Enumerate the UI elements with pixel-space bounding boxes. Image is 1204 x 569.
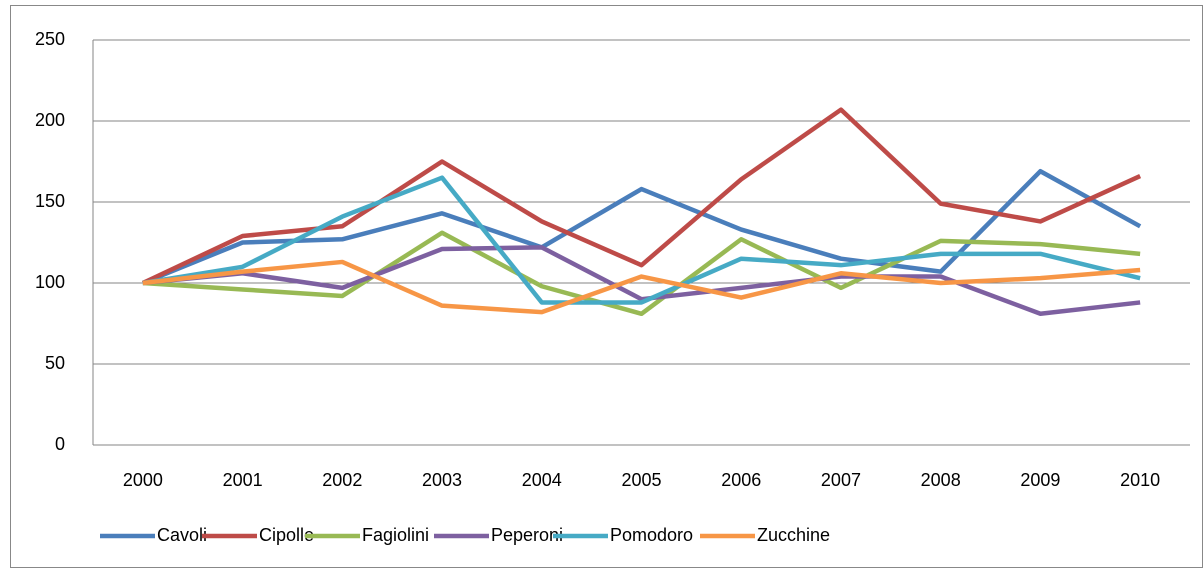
x-tick-label: 2004 <box>522 470 562 490</box>
y-tick-label: 150 <box>35 191 65 211</box>
y-tick-label: 200 <box>35 110 65 130</box>
line-series <box>142 230 1141 317</box>
y-tick-label: 100 <box>35 272 65 292</box>
line-series <box>142 259 1141 315</box>
line-series <box>142 175 1141 305</box>
x-tick-label: 2001 <box>223 470 263 490</box>
x-tick-label: 2002 <box>322 470 362 490</box>
legend-label: Zucchine <box>757 525 830 545</box>
line-series <box>142 245 1141 317</box>
legend-label: Fagiolini <box>362 525 429 545</box>
line-series <box>142 168 1142 286</box>
legend-label: Cavoli <box>157 525 207 545</box>
x-tick-label: 2006 <box>721 470 761 490</box>
y-tick-label: 0 <box>55 434 65 454</box>
x-tick-label: 2007 <box>821 470 861 490</box>
x-tick-label: 2005 <box>621 470 661 490</box>
line-series <box>141 107 1142 286</box>
x-tick-label: 2009 <box>1020 470 1060 490</box>
x-tick-label: 2008 <box>921 470 961 490</box>
legend-label: Peperoni <box>491 525 563 545</box>
legend-label: Cipolle <box>259 525 314 545</box>
x-tick-label: 2003 <box>422 470 462 490</box>
x-tick-label: 2000 <box>123 470 163 490</box>
legend-label: Pomodoro <box>610 525 693 545</box>
x-tick-label: 2010 <box>1120 470 1160 490</box>
y-tick-label: 250 <box>35 29 65 49</box>
y-tick-label: 50 <box>45 353 65 373</box>
